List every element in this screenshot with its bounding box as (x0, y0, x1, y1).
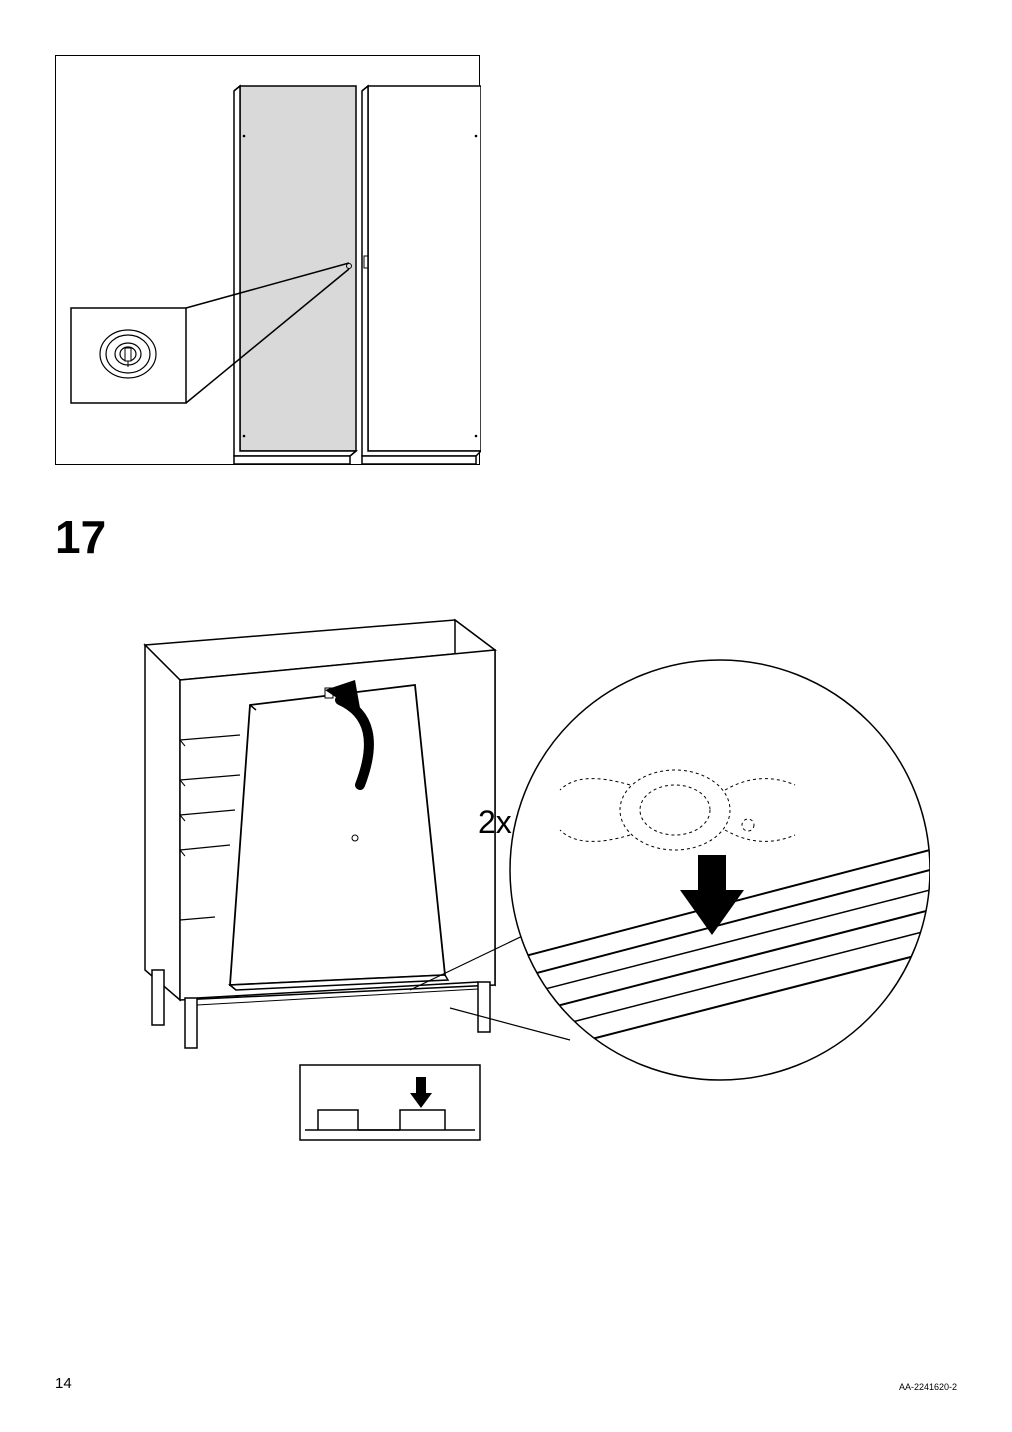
bottom-diagram (100, 590, 930, 1170)
right-door-panel (362, 86, 481, 464)
left-door-panel (234, 86, 356, 464)
top-diagram (56, 56, 481, 466)
inset-box (300, 1065, 480, 1140)
step-number: 17 (55, 510, 106, 564)
page-number: 14 (55, 1375, 72, 1392)
page-container: 17 (0, 0, 1012, 1432)
detail-circle (510, 660, 930, 1080)
lock-callout-box (71, 308, 186, 403)
quantity-label: 2x (478, 804, 512, 841)
top-frame (55, 55, 480, 465)
tilted-door (230, 685, 448, 990)
document-id: AA-2241620-2 (899, 1382, 957, 1392)
